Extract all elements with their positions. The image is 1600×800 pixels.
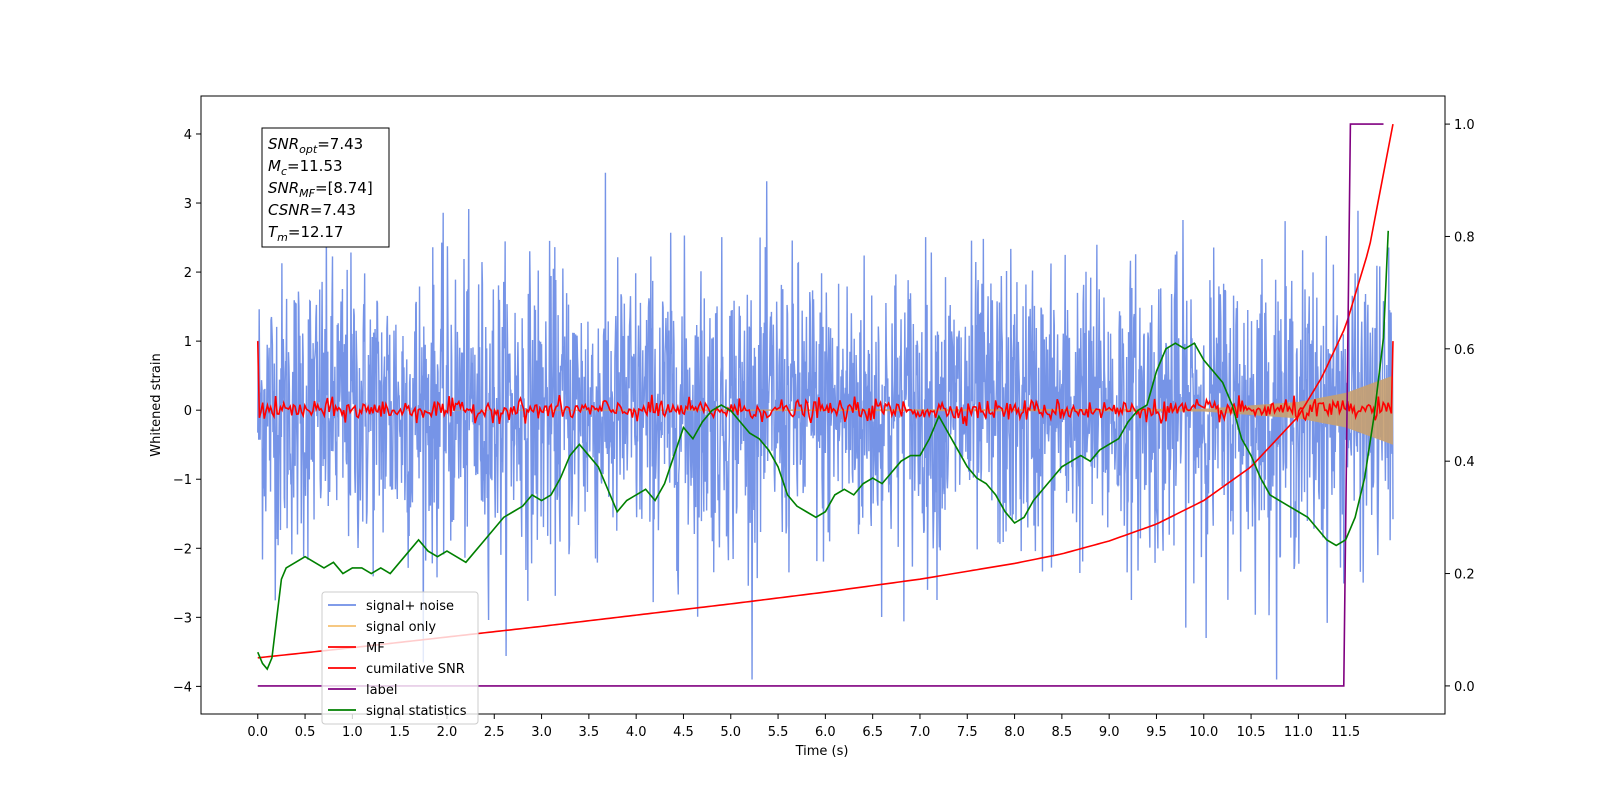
x-tick-label: 9.0 xyxy=(1099,725,1120,740)
x-tick-label: 9.5 xyxy=(1146,725,1167,740)
legend-label: label xyxy=(366,683,397,698)
legend: signal+ noise signal only MF cumilative SNR… xyxy=(321,591,479,725)
x-tick-label: 3.0 xyxy=(531,725,552,740)
legend-label: signal+ noise xyxy=(366,599,454,614)
series-signal-statistics-line xyxy=(257,230,1390,671)
x-tick-label: 4.5 xyxy=(673,725,694,740)
legend-label: signal only xyxy=(366,620,436,635)
x-tick-label: 2.5 xyxy=(484,725,505,740)
x-tick-label: 2.0 xyxy=(437,725,458,740)
y-tick-label-left: −1 xyxy=(173,473,192,488)
y-tick-label-left: −2 xyxy=(173,542,192,557)
x-tick-label: 3.5 xyxy=(579,725,600,740)
series-signal-plus-noise-line xyxy=(257,172,1394,680)
y-tick-label-right: 0.0 xyxy=(1454,680,1475,695)
legend-label: MF xyxy=(366,641,385,656)
legend-frame xyxy=(321,591,479,725)
info-box-line: SNRMF=[8.74] xyxy=(268,179,373,200)
x-tick-label: 10.0 xyxy=(1189,725,1218,740)
y-tick-label-left: 4 xyxy=(184,128,192,143)
y-tick-label-left: 0 xyxy=(184,404,192,419)
plot-frame xyxy=(200,95,1446,715)
x-tick-label: 1.5 xyxy=(389,725,410,740)
y-tick-label-left: 3 xyxy=(184,197,192,212)
info-box-frame xyxy=(261,127,390,248)
x-tick-label: 6.0 xyxy=(815,725,836,740)
legend-label: cumilative SNR xyxy=(366,662,465,677)
x-tick-label: 11.0 xyxy=(1284,725,1313,740)
x-tick-label: 4.0 xyxy=(626,725,647,740)
info-box-line: Mc=11.53 xyxy=(268,157,343,178)
y-tick-label-left: 1 xyxy=(184,335,192,350)
x-tick-label: 8.0 xyxy=(1004,725,1025,740)
x-tick-label: 11.5 xyxy=(1331,725,1360,740)
y-tick-label-left: −3 xyxy=(173,611,192,626)
y-tick-label-right: 0.2 xyxy=(1454,568,1475,583)
legend-label: signal statistics xyxy=(366,704,467,719)
series-mf-line xyxy=(256,341,1394,426)
x-tick-label: 7.0 xyxy=(910,725,931,740)
x-tick-label: 7.5 xyxy=(957,725,978,740)
x-tick-label: 8.5 xyxy=(1052,725,1073,740)
y-tick-label-left: −4 xyxy=(173,680,192,695)
x-tick-label: 1.0 xyxy=(342,725,363,740)
x-axis-label: Time (s) xyxy=(795,744,849,759)
y-axis-label-left: Whitened strain xyxy=(149,353,164,456)
y-tick-label-right: 0.4 xyxy=(1454,455,1475,470)
y-tick-label-right: 1.0 xyxy=(1454,118,1475,133)
info-box-line: Tm=12.17 xyxy=(268,223,343,244)
y-tick-label-right: 0.8 xyxy=(1454,230,1475,245)
y-tick-label-left: 2 xyxy=(184,266,192,281)
info-box: SNRopt=7.43Mc=11.53SNRMF=[8.74]CSNR=7.43… xyxy=(261,127,390,248)
info-box-line: CSNR=7.43 xyxy=(268,201,356,219)
x-tick-label: 6.5 xyxy=(862,725,883,740)
x-tick-label: 0.0 xyxy=(247,725,268,740)
x-tick-label: 5.5 xyxy=(768,725,789,740)
series-label-line xyxy=(257,123,1384,687)
y-tick-label-right: 0.6 xyxy=(1454,343,1475,358)
x-tick-label: 0.5 xyxy=(295,725,316,740)
x-tick-label: 5.0 xyxy=(720,725,741,740)
axes: 0.0 0.5 1.0 1.5 2.0 2.5 3.0 3.5 4.0 4.5 5.0 5.5 6.0 6… xyxy=(173,118,1475,740)
x-tick-label: 10.5 xyxy=(1237,725,1266,740)
info-box-line: SNRopt=7.43 xyxy=(268,135,363,156)
